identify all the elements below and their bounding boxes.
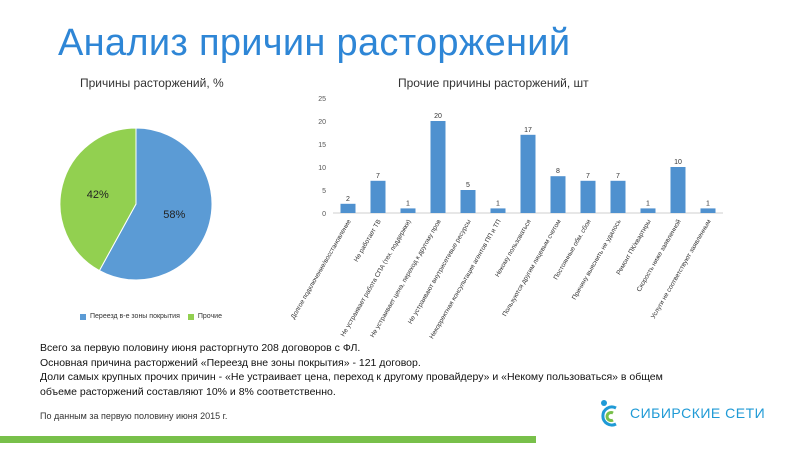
x-category-label: Не устраивают внутрисетевые ресурсы [407,218,473,325]
bar-value-label: 1 [706,200,710,207]
bar-value-label: 2 [346,196,350,203]
bar [460,190,476,213]
x-category-label: Не работает ТВ [352,218,383,263]
legend-swatch-blue [80,313,86,320]
y-tick-label: 10 [318,165,326,172]
legend-item-other: Прочие [197,313,222,320]
source-note: По данным за первую половину июня 2015 г… [40,411,228,421]
bar-value-label: 7 [376,173,380,180]
y-tick-label: 25 [318,96,326,103]
legend-item-relocation: Переезд в-е зоны покрытия [90,313,180,320]
y-tick-label: 15 [318,142,326,149]
bar [670,167,686,213]
bar [400,208,416,213]
y-tick-label: 5 [322,188,326,195]
summary-line: объеме расторжений составляют 10% и 8% с… [40,385,336,398]
bar [520,134,536,213]
pie-slice [98,127,213,281]
bar [430,121,446,213]
bar [580,180,596,213]
bar-value-label: 20 [434,113,442,120]
bar-value-label: 8 [556,168,560,175]
x-category-label: Долгое подключение/восстановление [290,218,353,320]
y-tick-label: 0 [322,211,326,218]
bar-value-label: 1 [406,200,410,207]
bar [610,180,626,213]
bar-chart-title: Прочие причины расторжений, шт [398,76,589,90]
logo-icon [601,400,617,427]
bar-value-label: 5 [466,182,470,189]
bar-value-label: 1 [646,200,650,207]
pie-chart-title: Причины расторжений, % [80,76,224,90]
bar-value-label: 7 [616,173,620,180]
company-logo: СИБИРСКИЕ СЕТИ [596,398,765,428]
page-title: Анализ причин расторжений [58,22,571,64]
y-tick-label: 20 [318,119,326,126]
bar [490,208,506,213]
x-category-label: Пользуются другим лицевым счетом [501,218,563,318]
summary-line: Всего за первую половину июня расторгнут… [40,342,361,354]
bar-value-label: 1 [496,200,500,207]
x-category-label: Услуги не соответствуют заявленным [650,218,713,320]
pie-slice-label: 58% [163,209,185,221]
bar-value-label: 10 [674,159,682,166]
legend-swatch-green [187,313,194,320]
bar [640,208,656,213]
logo-text: СИБИРСКИЕ СЕТИ [630,405,766,421]
bottom-accent-bar [0,436,536,443]
summary-line: Доли самых крупных прочих причин - «Не у… [40,371,663,383]
bar [370,180,386,213]
bar [550,176,566,213]
bar [340,203,356,213]
bar-value-label: 7 [586,173,590,180]
pie-legend: Переезд в-е зоны покрытия Прочие [80,313,222,320]
bar [700,208,716,213]
summary-text: Всего за первую половину июня расторгнут… [40,341,740,399]
pie-slice-label: 42% [87,189,109,201]
summary-line: Основная причина расторжений «Переезд вн… [40,356,421,369]
pie-slice [59,127,137,272]
bar-value-label: 17 [524,127,532,134]
